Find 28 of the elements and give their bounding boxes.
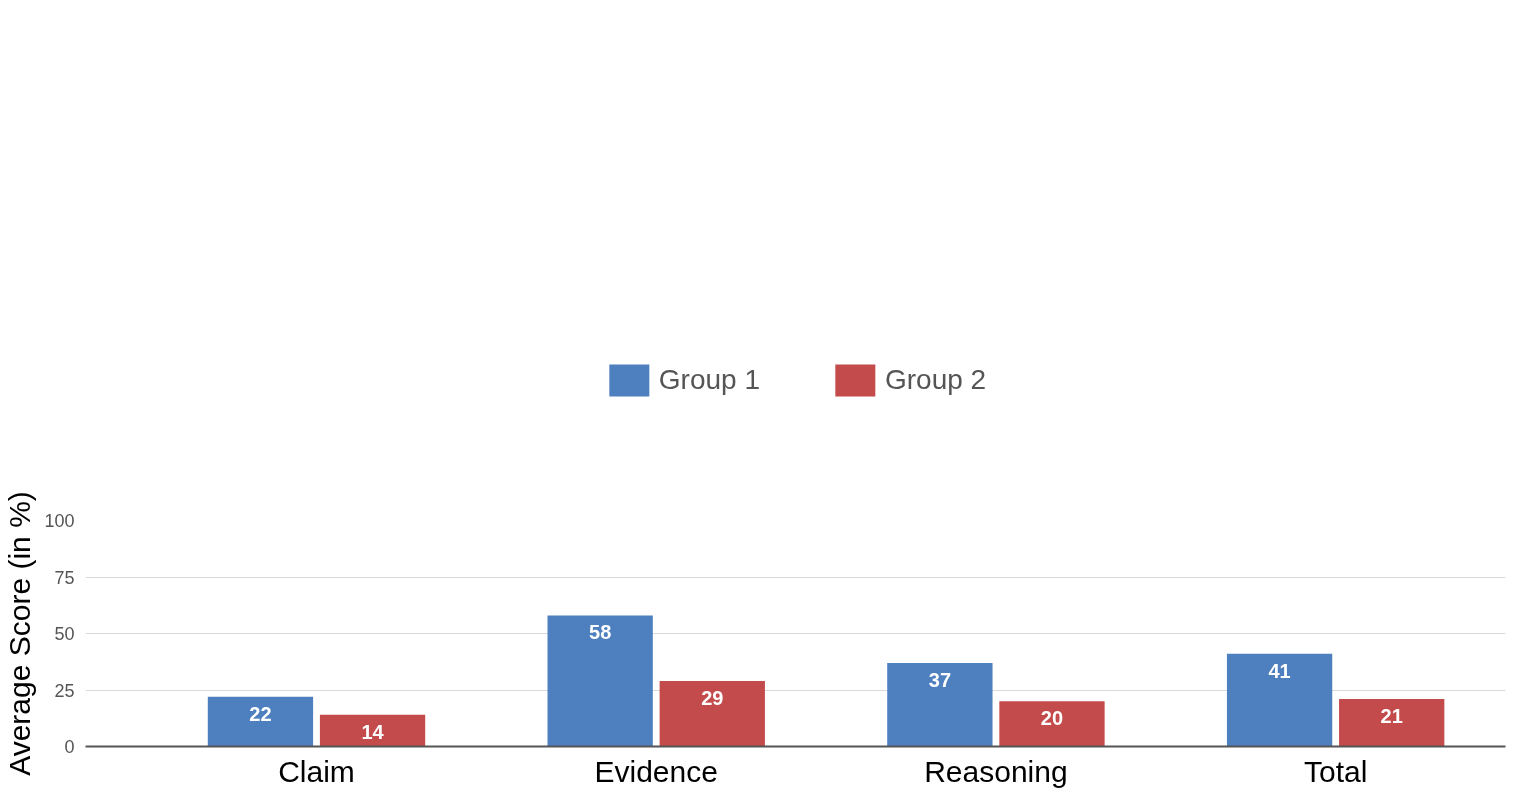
data-label: 58 [589,621,612,644]
bar [1339,699,1445,747]
bar [319,714,426,747]
y-tick-label: 50 [54,624,75,644]
data-label: 29 [701,686,724,709]
data-label: 14 [361,720,385,743]
data-label: 37 [928,668,951,691]
x-tick-label: Total [1303,754,1368,788]
y-tick-label: 75 [54,567,75,588]
bar [659,680,765,747]
data-label: 41 [1268,659,1291,682]
bar [547,615,653,747]
y-tick-label: 25 [54,680,75,701]
y-tick-label: 100 [44,511,75,531]
bar [1226,653,1333,747]
y-tick-label: 0 [64,737,75,757]
data-label: 20 [1040,707,1064,730]
legend-label: Group 1 [658,364,760,396]
bar [999,701,1105,747]
data-label: 22 [249,702,272,725]
bar [887,662,993,747]
x-tick-label: Evidence [594,754,718,788]
data-label: 21 [1380,705,1403,728]
bar [207,696,314,747]
x-tick-label: Claim [278,754,355,788]
x-tick-label: Reasoning [924,754,1068,788]
y-axis-title: Average Score (in %) [3,491,37,776]
legend-label: Group 2 [885,364,987,396]
